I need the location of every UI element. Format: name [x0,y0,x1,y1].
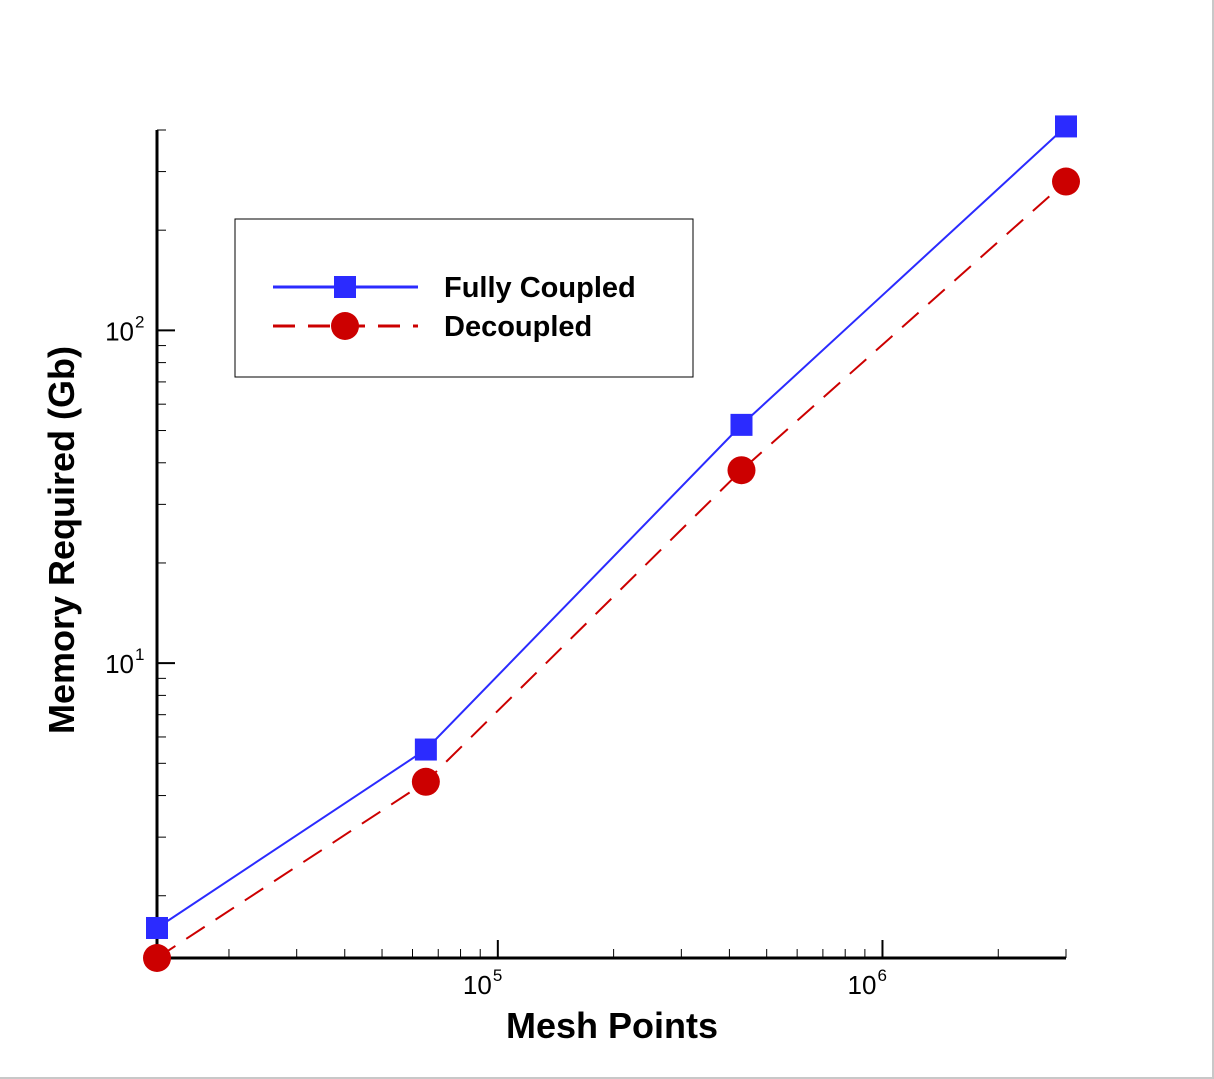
data-point-fully-coupled [730,413,753,436]
y-ticks [157,129,175,897]
x-tick-label-base: 10 [848,970,877,1000]
series-line-fully-coupled [156,125,1067,929]
y-tick-label-exponent: 2 [135,312,144,331]
y-tick-label: 10 1 [105,645,144,679]
legend-label-decoupled: Decoupled [444,311,592,343]
x-tick-label-exponent: 5 [493,966,502,985]
legend-box [234,218,694,378]
y-tick-label-exponent: 1 [135,645,144,664]
legend-marker-circle [331,312,359,340]
x-tick-label: 10 5 [463,966,502,1000]
series-fully-coupled [146,115,1077,939]
x-tick-labels: 10 5 10 6 [463,966,887,1000]
x-tick-label-exponent: 6 [877,966,886,985]
data-point-decoupled [143,944,171,972]
x-tick-label-base: 10 [463,970,492,1000]
x-ticks [228,940,1067,958]
data-point-decoupled [1052,167,1080,196]
legend: Fully Coupled Decoupled [234,218,694,378]
data-point-decoupled [727,456,756,485]
series-layer [143,115,1080,972]
x-tick-label: 10 6 [848,966,887,1000]
data-point-fully-coupled [146,916,168,939]
legend-marker-square [334,276,356,298]
data-point-fully-coupled [414,738,437,761]
y-tick-label-base: 10 [105,316,134,346]
y-tick-label: 10 2 [105,312,144,346]
x-axis-title: Mesh Points [506,1005,718,1046]
series-line-decoupled [156,180,1067,959]
series-decoupled [143,167,1080,972]
legend-label-fully-coupled: Fully Coupled [444,272,636,304]
data-point-fully-coupled [1055,115,1077,138]
y-tick-label-base: 10 [105,649,134,679]
y-axis-title: Memory Required (Gb) [41,346,82,734]
data-point-decoupled [411,767,440,796]
